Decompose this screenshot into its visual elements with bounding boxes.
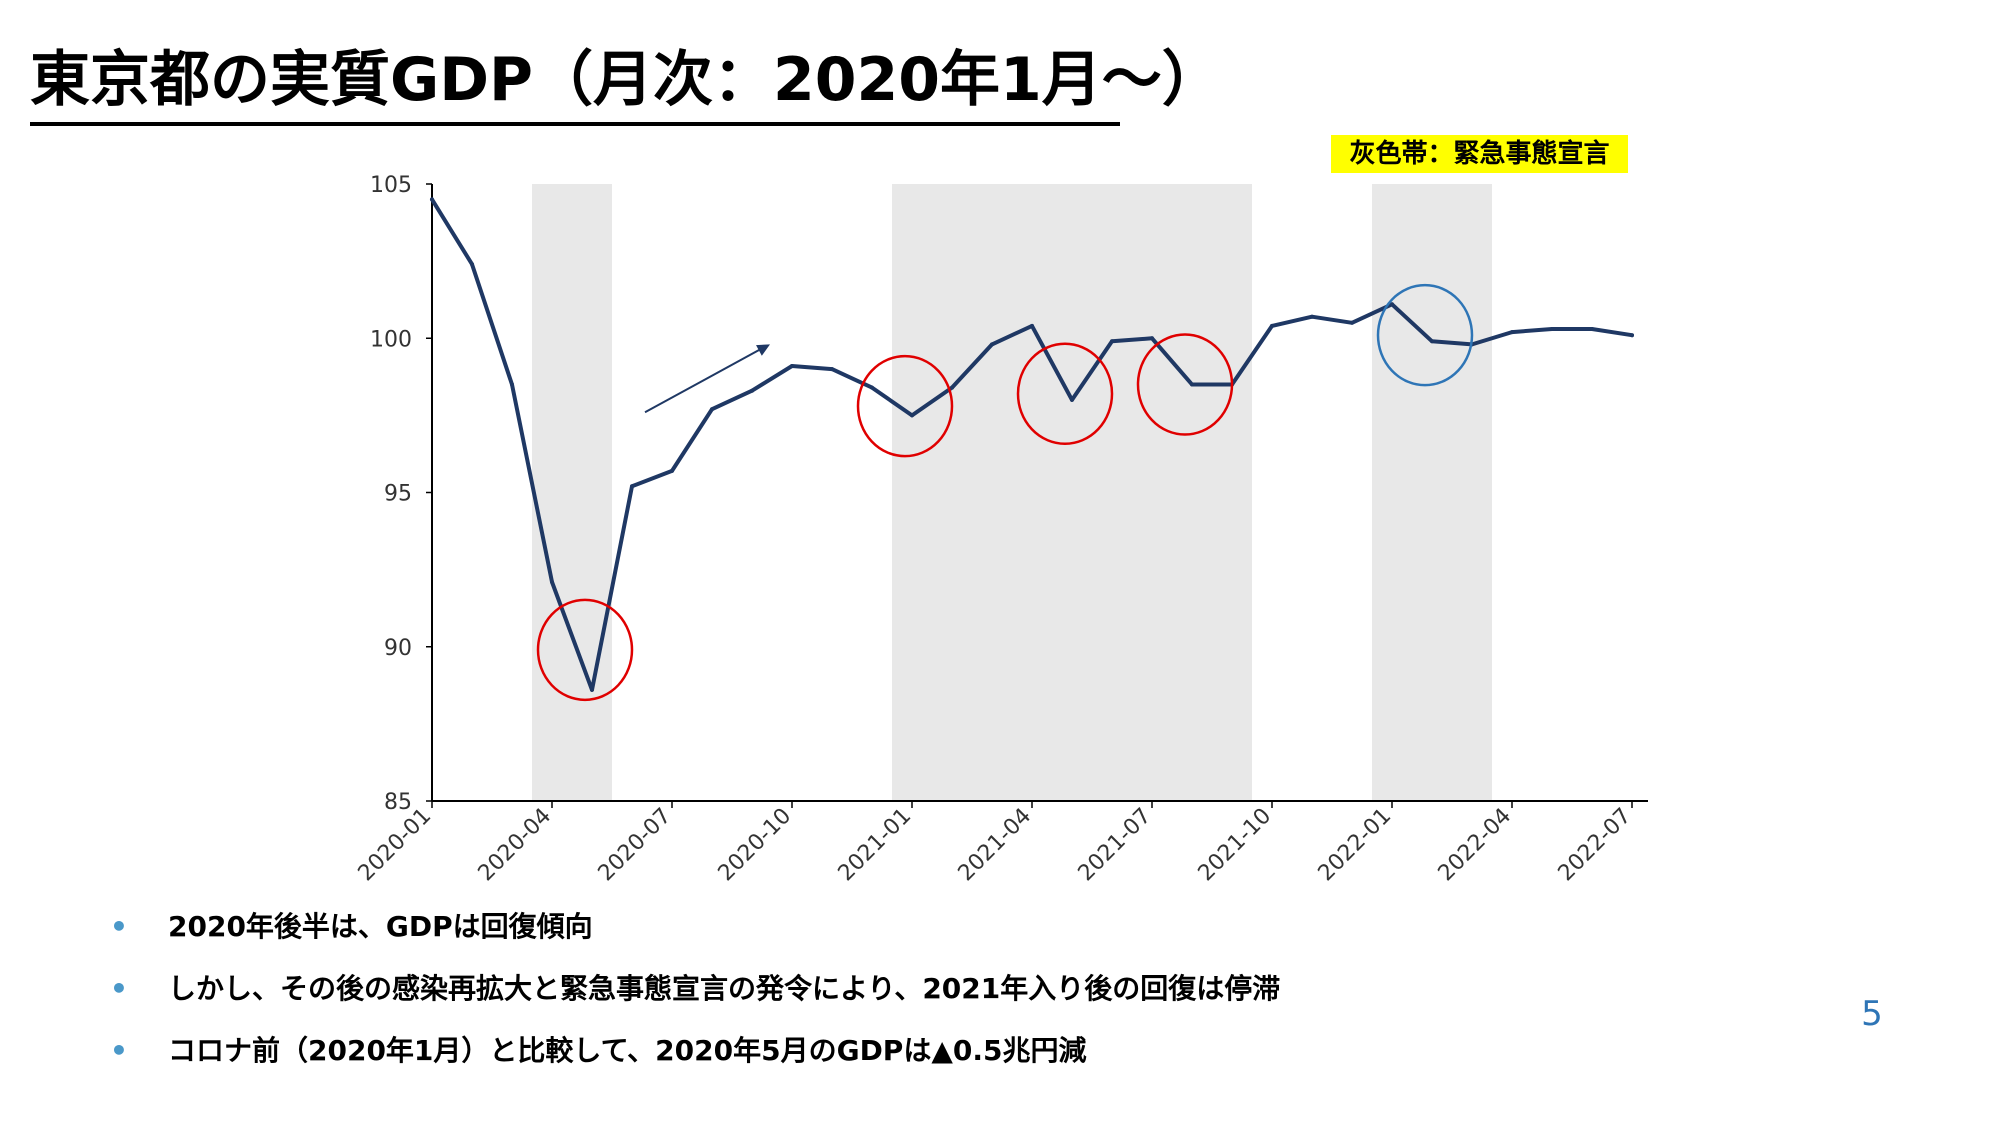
x-tick-label: 2021-04 (954, 804, 1037, 887)
series-line-layer (430, 197, 1634, 692)
highlight-circles (536, 283, 1474, 702)
data-point (990, 342, 994, 347)
data-point (550, 580, 554, 584)
page-number: 5 (1861, 994, 1883, 1034)
trend-arrow-head (756, 344, 770, 356)
data-point (630, 484, 634, 489)
x-tick-label: 2022-07 (1554, 804, 1637, 887)
trend-arrow-layer (644, 344, 770, 414)
bullet-text: しかし、その後の感染再拡大と緊急事態宣言の発令により、2021年入り後の回復は停… (168, 972, 1281, 1005)
y-tick-label: 105 (370, 173, 412, 198)
x-tick-label: 2020-10 (714, 804, 797, 887)
data-point (1550, 327, 1554, 331)
emergency-band (892, 184, 1012, 801)
data-point (1310, 314, 1314, 319)
x-tick-label: 2020-04 (474, 804, 557, 887)
x-tick-label: 2022-04 (1434, 804, 1517, 887)
x-tick-label: 2022-01 (1314, 804, 1397, 887)
data-point (750, 388, 754, 393)
data-point (1430, 339, 1434, 344)
bullet-text: 2020年後半は、GDPは回復傾向 (168, 910, 593, 943)
data-point (1150, 336, 1154, 341)
bullet-dot: • (110, 1034, 128, 1067)
highlight-circle (1136, 333, 1234, 436)
data-point (1190, 382, 1194, 387)
gdp-line-chart: 85 90 95 100 105 2020-01 2020-04 2020-07 2020-10… (354, 173, 1648, 887)
y-tick-label: 100 (370, 327, 412, 352)
bullet-dot: • (110, 910, 128, 943)
emergency-band (1372, 184, 1492, 801)
y-tick-label: 95 (384, 482, 412, 507)
data-point (1110, 339, 1114, 344)
bullet-text: コロナ前（2020年1月）と比較して、2020年5月のGDPは▲0.5兆円減 (168, 1034, 1087, 1067)
data-point (1390, 302, 1394, 307)
title-underline (30, 122, 1120, 126)
y-tick-label: 85 (384, 790, 412, 815)
trend-arrow-shaft (644, 347, 763, 414)
highlight-circle (1016, 342, 1114, 446)
data-point (470, 262, 474, 267)
highlight-circle (536, 598, 634, 702)
data-point (1350, 320, 1354, 325)
bullet-dot: • (110, 972, 128, 1005)
data-point (1030, 323, 1034, 328)
slide-title: 東京都の実質GDP（月次：2020年1月〜） (30, 45, 1222, 115)
emergency-band (1012, 184, 1252, 801)
data-point (1590, 327, 1594, 331)
x-tick-label: 2021-01 (834, 804, 917, 887)
data-point (790, 364, 794, 368)
data-point (710, 407, 714, 412)
data-point (910, 413, 914, 418)
x-tick-label: 2020-07 (594, 804, 677, 887)
x-tick-label: 2021-07 (1074, 804, 1157, 887)
x-tick-label: 2021-10 (1194, 804, 1277, 887)
emergency-bands (532, 184, 1492, 801)
emergency-band (532, 184, 612, 801)
data-point (1510, 330, 1514, 335)
y-tick-label: 90 (384, 636, 412, 661)
data-point (590, 687, 594, 692)
data-point (830, 367, 834, 372)
data-point (950, 385, 954, 390)
highlight-circle (1376, 283, 1474, 387)
data-point (510, 382, 514, 387)
data-point (1630, 333, 1634, 338)
data-point (670, 468, 674, 473)
x-tick-label: 2020-01 (354, 804, 437, 887)
data-point (430, 197, 434, 202)
data-point (1070, 397, 1074, 402)
data-point (870, 385, 874, 390)
highlight-circle (856, 354, 954, 458)
legend-note-badge: 灰色帯：緊急事態宣言 (1331, 135, 1628, 173)
data-point (1270, 323, 1274, 328)
